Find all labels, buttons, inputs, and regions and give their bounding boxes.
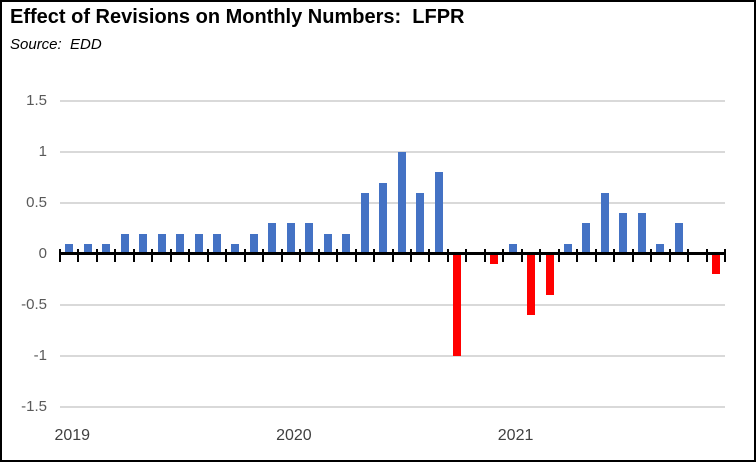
axis-tick (132, 249, 135, 262)
axis-tick (631, 249, 634, 262)
y-axis-label: 0.5 (26, 194, 47, 211)
bar (360, 192, 369, 254)
bar (674, 223, 683, 254)
axis-tick (687, 249, 690, 262)
axis-tick (262, 249, 265, 262)
bar (656, 243, 665, 254)
y-axis-label: -1 (33, 347, 47, 364)
bar (453, 254, 462, 356)
axis-tick (668, 249, 671, 262)
bar (157, 233, 166, 254)
axis-tick (539, 249, 542, 262)
y-axis-label: 1 (38, 143, 47, 160)
axis-tick (59, 249, 61, 262)
bar (102, 243, 111, 254)
axis-tick (724, 249, 726, 262)
axis-tick (428, 249, 431, 262)
axis-tick (576, 249, 579, 262)
bar (120, 233, 129, 254)
bar (231, 243, 240, 254)
axis-tick (613, 249, 616, 262)
axis-tick (391, 249, 394, 262)
bar (490, 254, 499, 265)
axis-tick (95, 249, 98, 262)
bar (249, 233, 258, 254)
gridline (60, 304, 725, 306)
axis-tick (77, 249, 80, 262)
axis-tick (502, 249, 505, 262)
bar (582, 223, 591, 254)
axis-tick (483, 249, 486, 262)
x-axis-year-label: 2019 (54, 427, 91, 444)
axis-tick (225, 249, 228, 262)
gridline (60, 355, 725, 357)
bar (139, 233, 148, 254)
bar (434, 172, 443, 254)
y-axis-label: -1.5 (21, 398, 47, 415)
bar (619, 213, 628, 254)
y-axis-label: 0 (38, 245, 47, 262)
bar (397, 152, 406, 254)
bar (268, 223, 277, 254)
y-axis-label: -0.5 (21, 296, 47, 313)
gridline (60, 100, 725, 102)
y-axis-label: 1.5 (26, 92, 47, 109)
bar (176, 233, 185, 254)
x-axis-year-label: 2020 (276, 427, 312, 444)
bar (545, 254, 554, 295)
axis-tick (151, 249, 154, 262)
bar (527, 254, 536, 316)
axis-tick (317, 249, 320, 262)
bar (305, 223, 314, 254)
bar (83, 243, 92, 254)
bar (637, 213, 646, 254)
axis-tick (336, 249, 339, 262)
axis-tick (520, 249, 523, 262)
axis-tick (243, 249, 246, 262)
bar (342, 233, 351, 254)
axis-tick (705, 249, 708, 262)
bar (286, 223, 295, 254)
axis-tick (114, 249, 117, 262)
gridline (60, 202, 725, 204)
axis-tick (280, 249, 283, 262)
bar (379, 182, 388, 254)
axis-tick (409, 249, 412, 262)
axis-tick (299, 249, 302, 262)
bar (213, 233, 221, 254)
axis-tick (594, 249, 597, 262)
bar (508, 243, 517, 254)
axis-tick (465, 249, 468, 262)
bar (600, 192, 609, 254)
bar (323, 233, 332, 254)
chart-title: Effect of Revisions on Monthly Numbers: … (10, 6, 465, 28)
bar (416, 192, 425, 254)
axis-tick (650, 249, 653, 262)
bar (711, 254, 720, 275)
chart-source: Source: EDD (10, 36, 102, 53)
bar (194, 233, 203, 254)
bar (65, 243, 74, 254)
axis-tick (169, 249, 172, 262)
gridline (60, 406, 725, 408)
axis-tick (354, 249, 357, 262)
bar (563, 243, 572, 254)
axis-tick (188, 249, 191, 262)
x-axis-year-label: 2021 (497, 427, 534, 444)
axis-tick (557, 249, 560, 262)
gridline (60, 151, 725, 153)
axis-tick (373, 249, 376, 262)
axis-tick (446, 249, 449, 262)
axis-tick (206, 249, 209, 262)
